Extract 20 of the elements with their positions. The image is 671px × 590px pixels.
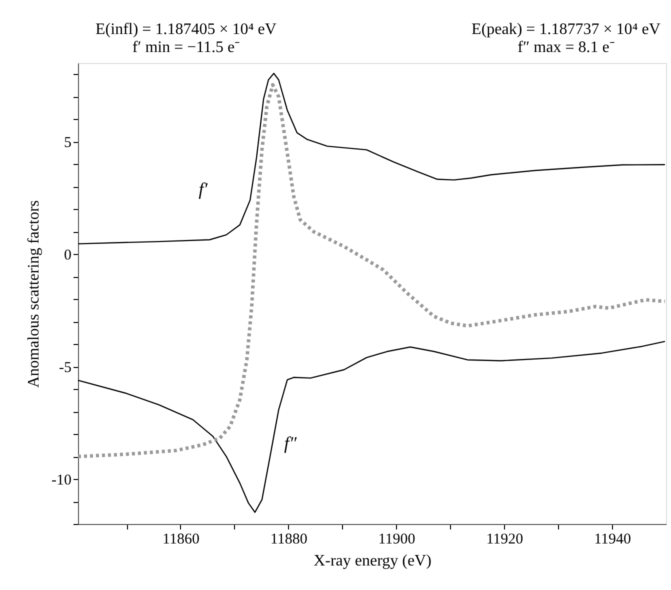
line-series xyxy=(77,72,666,244)
y-tick-label: 0 xyxy=(64,248,72,264)
line-series xyxy=(76,83,667,458)
text: E(infl) = 1.187405 × 10⁴ eV xyxy=(96,21,277,38)
x-axis-title: X-ray energy (eV) xyxy=(314,552,432,570)
text: f′ xyxy=(198,179,209,200)
y-axis-title: Anomalous scattering factors xyxy=(26,200,43,388)
y-tick-label: -10 xyxy=(52,472,72,489)
series-label: f″ xyxy=(284,433,298,454)
text: f′ min = −11.5 e⁻ xyxy=(132,39,240,56)
x-tick-label: 11860 xyxy=(162,532,200,548)
x-tick-label: 11880 xyxy=(270,532,308,548)
line-series xyxy=(77,340,666,513)
x-tick-label: 11920 xyxy=(486,532,524,548)
text: E(peak) = 1.187737 × 10⁴ eV xyxy=(472,21,661,38)
y-tick-label: -5 xyxy=(59,360,72,376)
x-tick-label: 11900 xyxy=(378,532,416,548)
x-tick-label: 11940 xyxy=(594,532,632,548)
text: f″ max = 8.1 e⁻ xyxy=(518,39,614,56)
y-tick-label: 5 xyxy=(64,135,72,152)
